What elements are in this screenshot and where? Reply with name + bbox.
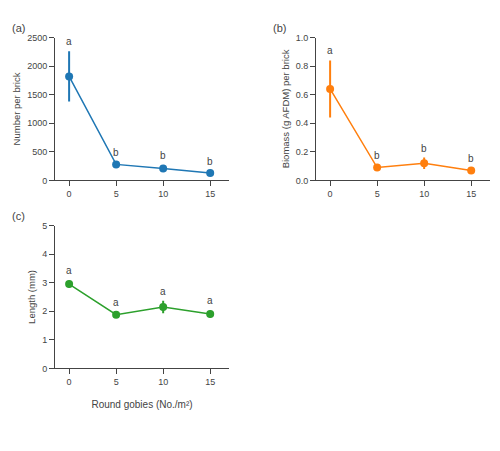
svg-text:Number per brick: Number per brick <box>11 72 22 145</box>
svg-text:5: 5 <box>114 377 119 387</box>
svg-text:1000: 1000 <box>27 118 47 128</box>
svg-text:Biomass (g AFDM) per brick: Biomass (g AFDM) per brick <box>280 49 291 168</box>
svg-text:0: 0 <box>67 189 72 199</box>
svg-text:a: a <box>160 286 166 297</box>
svg-text:1500: 1500 <box>27 90 47 100</box>
svg-text:0: 0 <box>328 189 333 199</box>
svg-text:15: 15 <box>205 189 215 199</box>
svg-text:1: 1 <box>42 335 47 345</box>
svg-text:b: b <box>113 147 119 158</box>
svg-text:2: 2 <box>42 306 47 316</box>
svg-text:Length (mm): Length (mm) <box>26 270 37 324</box>
svg-text:a: a <box>66 36 72 47</box>
svg-text:3: 3 <box>42 278 47 288</box>
svg-text:b: b <box>207 156 213 167</box>
svg-text:5: 5 <box>375 189 380 199</box>
svg-text:(b): (b) <box>273 22 286 34</box>
svg-text:500: 500 <box>32 147 47 157</box>
svg-text:0.6: 0.6 <box>296 90 309 100</box>
svg-text:10: 10 <box>419 189 429 199</box>
svg-text:2500: 2500 <box>27 33 47 43</box>
svg-text:5: 5 <box>114 189 119 199</box>
svg-text:5: 5 <box>42 221 47 231</box>
svg-text:a: a <box>207 295 213 306</box>
svg-text:15: 15 <box>466 189 476 199</box>
svg-text:15: 15 <box>205 377 215 387</box>
svg-text:0.4: 0.4 <box>296 118 309 128</box>
svg-text:0.8: 0.8 <box>296 61 309 71</box>
svg-text:b: b <box>468 153 474 164</box>
svg-text:b: b <box>374 150 380 161</box>
svg-text:0: 0 <box>42 176 47 186</box>
svg-text:b: b <box>421 143 427 154</box>
svg-text:2000: 2000 <box>27 61 47 71</box>
svg-text:0: 0 <box>42 364 47 374</box>
svg-text:4: 4 <box>42 249 47 259</box>
svg-text:1.0: 1.0 <box>296 33 309 43</box>
svg-text:(a): (a) <box>12 22 25 34</box>
svg-text:b: b <box>160 150 166 161</box>
svg-text:0.0: 0.0 <box>296 176 309 186</box>
svg-text:a: a <box>113 297 119 308</box>
svg-text:a: a <box>66 265 72 276</box>
svg-text:10: 10 <box>158 377 168 387</box>
svg-text:Round gobies (No./m²): Round gobies (No./m²) <box>91 399 192 410</box>
svg-text:0: 0 <box>67 377 72 387</box>
svg-text:a: a <box>327 45 333 56</box>
svg-text:0.2: 0.2 <box>296 147 309 157</box>
svg-text:10: 10 <box>158 189 168 199</box>
svg-text:(c): (c) <box>12 210 25 222</box>
